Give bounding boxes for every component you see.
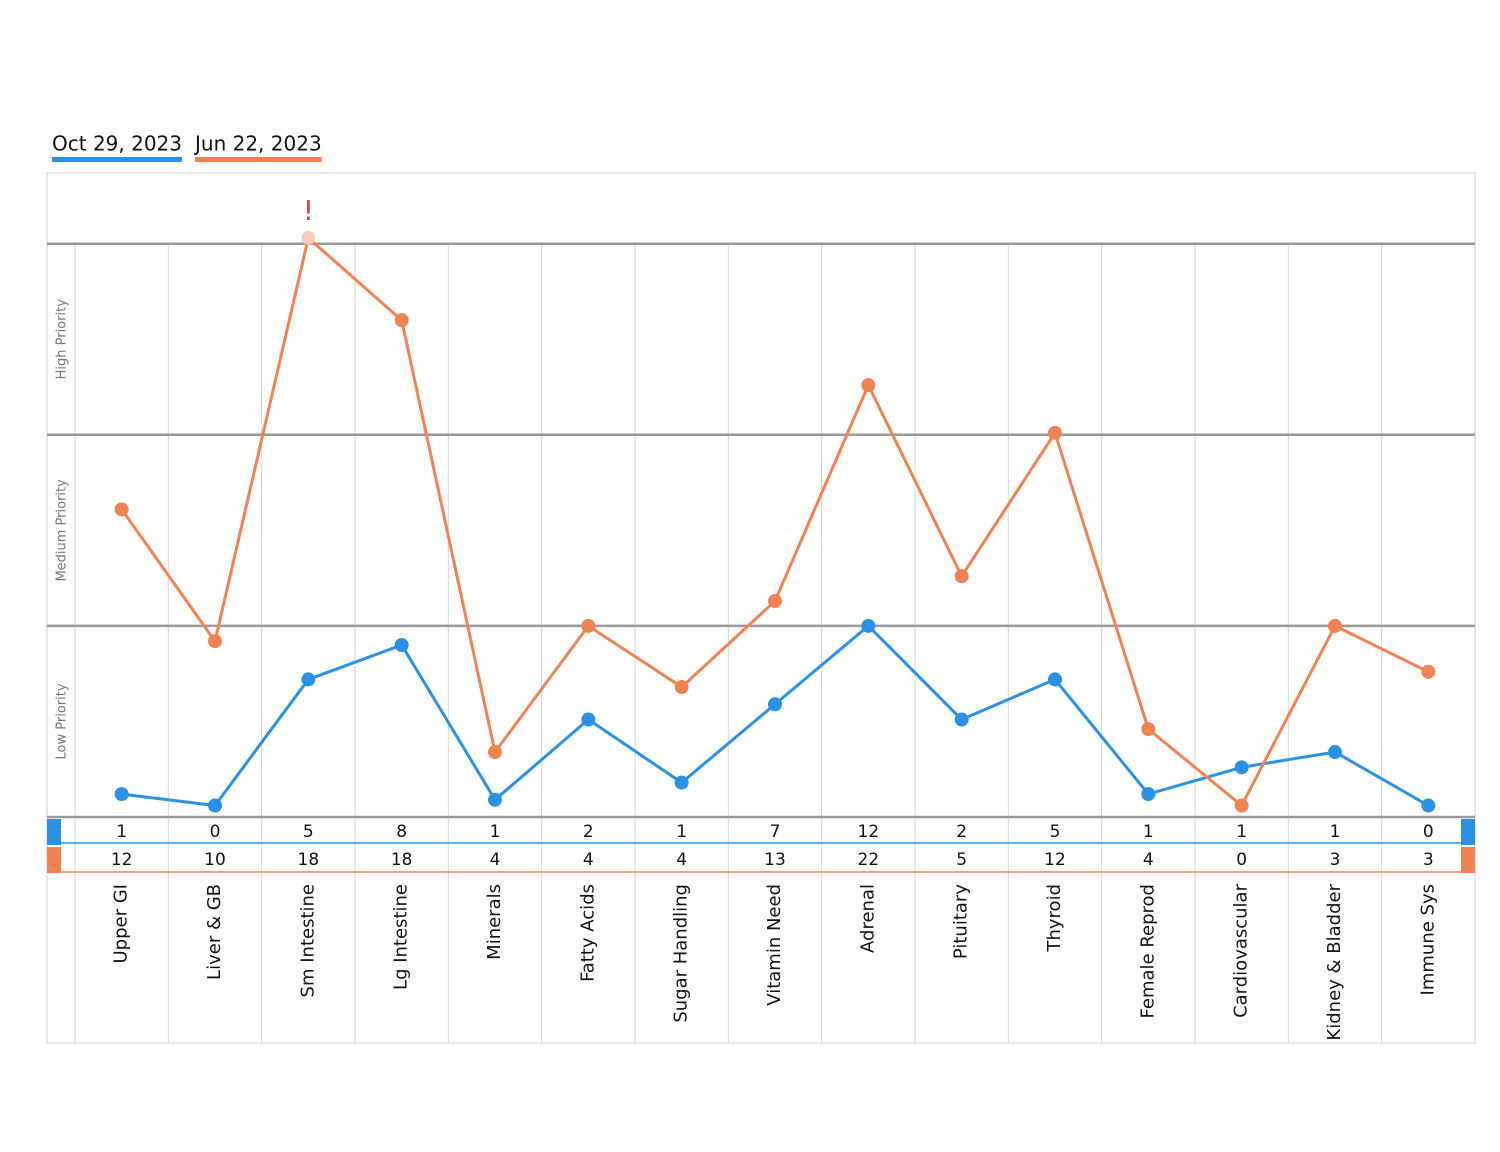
count-cell: 4 [676,850,687,870]
data-point [1234,798,1249,813]
band-label: High Priority [55,299,70,380]
count-cell: 5 [956,850,967,870]
count-cell: 5 [303,822,314,842]
alert-mark: ! [303,194,314,227]
data-point [114,502,129,517]
x-tick-label: Thyroid [1044,884,1065,953]
count-cell: 0 [210,822,221,842]
count-cell: 3 [1423,850,1434,870]
count-cell: 12 [111,850,133,870]
count-cell: 1 [490,822,501,842]
count-cell: 1 [1236,822,1247,842]
data-point [1328,618,1342,633]
count-cell: 4 [1143,850,1154,870]
series-line [120,235,1429,808]
data-point [488,792,502,807]
count-cell: 4 [490,850,501,870]
x-tick-label: Kidney & Bladder [1324,883,1345,1040]
plot-frame [46,172,1476,1044]
count-cell: 18 [298,850,320,870]
count-cell: 10 [204,850,226,870]
count-cell: 2 [583,822,594,842]
count-cell: 0 [1423,822,1434,842]
data-point [581,712,596,727]
count-cell: 1 [1143,822,1154,842]
x-tick-label: Immune Sys [1417,884,1438,995]
count-cell: 3 [1330,850,1341,870]
x-tick-label: Minerals [484,884,505,960]
count-cell: 13 [764,850,786,870]
data-point [114,787,129,802]
count-cell: 12 [1044,850,1066,870]
data-point [1328,745,1342,760]
data-point [768,697,782,712]
row-swatch [1461,847,1475,873]
data-point [861,618,876,633]
x-tick-label: Sugar Handling [671,884,692,1023]
count-cell: 1 [1330,822,1341,842]
x-tick-label: Fatty Acids [577,884,598,982]
legend-swatch [52,157,182,162]
data-point [208,634,222,649]
band-label: Medium Priority [55,479,70,582]
count-cell: 12 [858,822,880,842]
x-tick-label: Adrenal [857,884,878,953]
count-cell: 4 [583,850,594,870]
x-tick-label: Lg Intestine [391,884,412,990]
data-point [1141,722,1156,737]
data-point [861,378,876,393]
data-point [674,680,689,695]
data-point [674,775,689,790]
count-cell: 22 [858,850,880,870]
row-swatch [1461,819,1475,845]
data-point [581,618,596,633]
data-point [1141,787,1156,802]
data-point [394,313,409,328]
data-point [1048,672,1062,687]
row-swatch [47,847,61,873]
data-point [1421,798,1436,813]
count-cell: 8 [396,822,407,842]
data-point [301,230,316,245]
data-point [301,672,316,687]
data-point [488,745,502,760]
x-tick-label: Cardiovascular [1231,883,1252,1018]
data-point [1421,664,1436,679]
count-cell: 0 [1236,850,1247,870]
legend-swatch [195,157,322,162]
legend-label: Jun 22, 2023 [193,132,322,156]
count-cell: 5 [1050,822,1061,842]
x-tick-label: Upper GI [111,884,132,963]
x-tick-label: Vitamin Need [764,884,785,1006]
legend-label: Oct 29, 2023 [52,132,182,156]
x-tick-label: Sm Intestine [297,884,318,997]
data-point [208,798,222,813]
data-point [394,638,409,653]
count-cell: 1 [116,822,127,842]
data-point [954,712,969,727]
data-point [1048,425,1062,440]
count-cell: 18 [391,850,413,870]
count-cell: 7 [770,822,781,842]
data-point [768,594,782,609]
x-tick-label: Pituitary [951,884,972,959]
row-swatch [47,819,61,845]
x-tick-label: Liver & GB [204,884,225,980]
count-cell: 2 [956,822,967,842]
count-cell: 1 [676,822,687,842]
series-line [121,623,1430,808]
data-point [954,569,969,584]
x-tick-label: Female Reprod [1137,884,1158,1018]
band-label: Low Priority [55,683,70,759]
data-point [1234,760,1249,775]
